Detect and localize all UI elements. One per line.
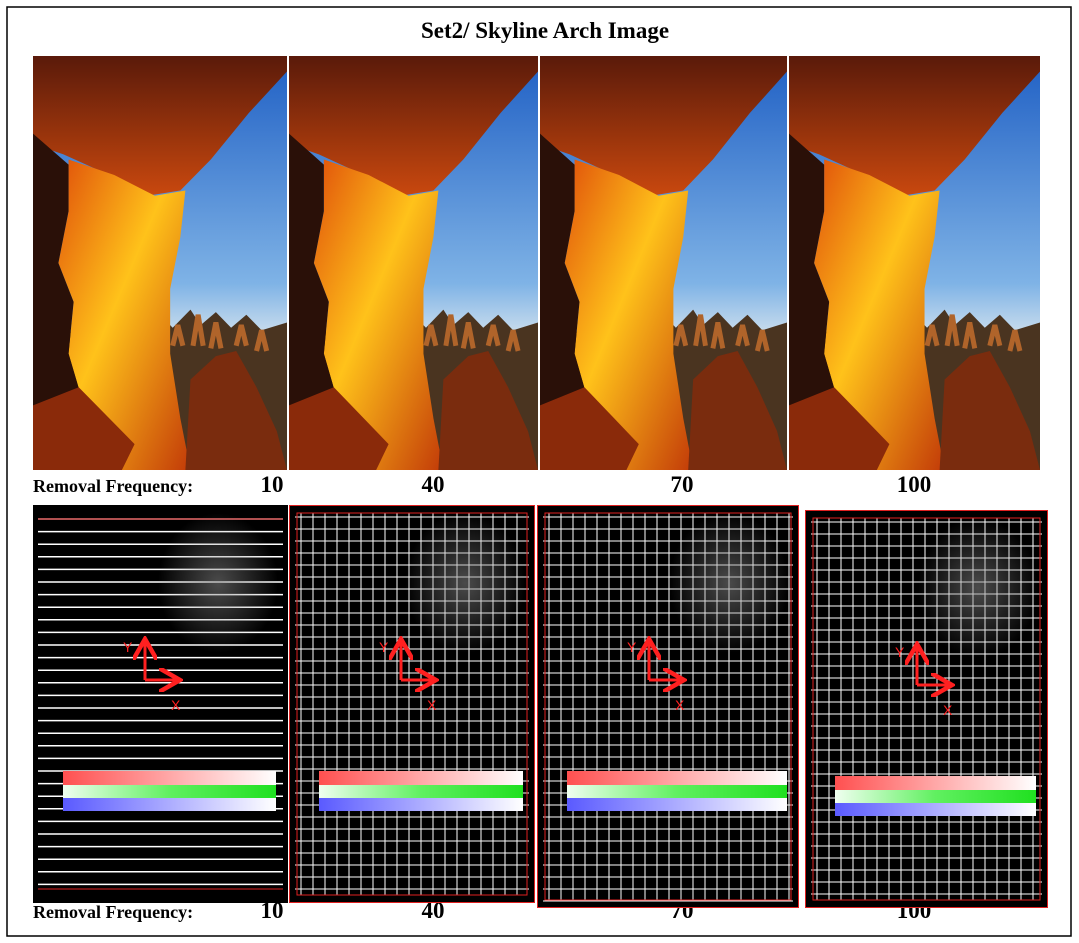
grid-panel: YX (289, 505, 535, 903)
frequency: 10 (261, 472, 284, 497)
blur-spot (405, 513, 525, 653)
color-bar-blue (567, 798, 787, 811)
frequency: 40 (422, 472, 445, 497)
row-label: Removal Frequency: (33, 902, 193, 922)
color-bar-red (63, 771, 276, 785)
axis-label-y: Y (379, 639, 389, 655)
color-bar-green (835, 790, 1036, 803)
frequency: 70 (671, 472, 694, 497)
blur-spot (669, 513, 789, 653)
grid-panel: YX (537, 505, 799, 908)
figure: Set2/ Skyline Arch Image Removal Frequen… (0, 0, 1079, 943)
grid-panel: YX (805, 510, 1048, 908)
axis-label-x: X (675, 697, 685, 713)
frequency: 100 (897, 472, 932, 497)
photo (789, 56, 1040, 470)
color-bar-red (319, 771, 523, 785)
color-bar-red (567, 771, 787, 785)
color-bar-green (63, 785, 276, 798)
color-bar-red (835, 776, 1036, 790)
row-label: Removal Frequency: (33, 476, 193, 496)
color-bar-blue (63, 798, 276, 811)
axis-label-x: X (427, 697, 437, 713)
blur-spot (158, 513, 278, 653)
blur-spot (918, 518, 1038, 658)
axis-label-x: X (171, 697, 181, 713)
photo (289, 56, 538, 470)
color-bar-blue (319, 798, 523, 811)
axis-label-y: Y (627, 639, 637, 655)
photo (33, 56, 287, 470)
color-bar-blue (835, 803, 1036, 816)
grid-panel: YX (33, 505, 288, 903)
color-bar-green (319, 785, 523, 798)
color-bar-green (567, 785, 787, 798)
axis-label-y: Y (123, 639, 133, 655)
photo (540, 56, 787, 470)
title: Set2/ Skyline Arch Image (421, 18, 669, 43)
axis-label-y: Y (895, 644, 905, 660)
axis-label-x: X (943, 702, 953, 718)
